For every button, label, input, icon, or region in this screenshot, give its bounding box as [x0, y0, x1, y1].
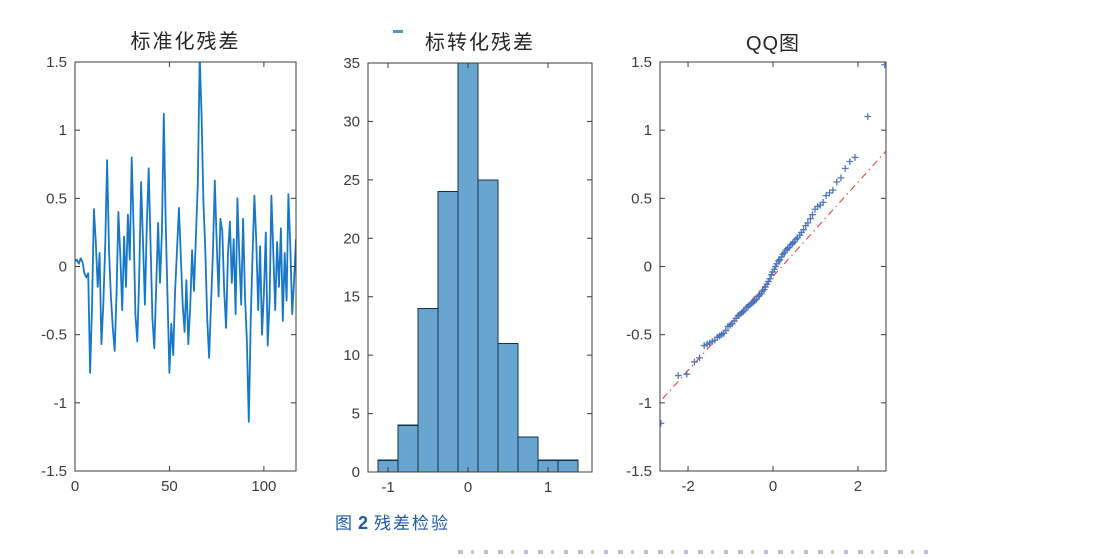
qq-plus-marker [691, 358, 698, 366]
histogram-bar [477, 179, 499, 472]
y-tick-label: -0.5 [626, 327, 652, 344]
qq-plus-marker [800, 226, 807, 234]
y-tick-label: 0 [644, 259, 652, 276]
caption-prefix: 图 [335, 514, 354, 533]
qq-plus-marker [841, 164, 849, 172]
y-tick-label: 10 [343, 347, 360, 364]
qq-plus-marker [700, 342, 708, 349]
y-tick-label: -0.5 [41, 327, 67, 344]
qq-plus-marker [775, 257, 782, 265]
caption-number: 2 [358, 513, 371, 533]
plot2-title-histogram: 标转化残差 [425, 32, 535, 54]
x-tick-label: -1 [381, 479, 394, 496]
qq-plus-marker [833, 178, 841, 186]
qq-plus-marker [722, 327, 730, 334]
axes-standardized-residuals: 0 50 100 -1.5 -1 -0.5 0 0.5 1 1.5 [41, 54, 297, 495]
y-tick-label: 0.5 [46, 190, 67, 207]
qq-plus-marker [789, 239, 796, 247]
clipped-text-remnant [458, 550, 936, 554]
histogram-bar [557, 459, 579, 472]
y-tick-label: 0 [352, 464, 360, 481]
qq-plus-marker [819, 199, 827, 206]
histogram-bar [397, 424, 419, 472]
y-tick-label: 1 [59, 122, 67, 139]
x-tick-label: -2 [681, 478, 694, 495]
plot1-title-standardized-residuals: 标准化残差 [130, 31, 241, 53]
axes-box [74, 61, 297, 472]
y-tick-label: 20 [343, 230, 360, 247]
caption-text: 残差检验 [374, 514, 451, 533]
histogram-bar [437, 190, 459, 472]
histogram-bar [457, 63, 479, 472]
y-tick-label: 15 [343, 289, 360, 306]
histogram-bar [517, 436, 539, 472]
y-tick-label: 0.5 [631, 190, 652, 207]
axes-qq-plot: -2 0 2 -1.5 -1 -0.5 0 0.5 1 1.5 [626, 54, 887, 495]
axes-box [367, 62, 593, 473]
x-tick-label: 0 [464, 479, 472, 496]
x-tick-label: 100 [251, 478, 276, 495]
x-tick-label: 1 [544, 479, 552, 496]
residual-line-series [75, 62, 296, 423]
clipped-bar-overflow-dash [393, 30, 403, 33]
y-tick-label: 35 [343, 55, 360, 72]
x-tick-label: 2 [854, 478, 862, 495]
histogram-bar [497, 342, 519, 472]
y-tick-label: 5 [352, 406, 360, 423]
qq-plus-marker [864, 113, 872, 120]
qq-plus-marker [809, 211, 816, 219]
qq-plus-marker [674, 372, 682, 379]
qq-plus-marker [829, 186, 837, 194]
qq-plus-marker [660, 419, 665, 427]
y-tick-label: 1.5 [46, 54, 67, 71]
y-tick-label: 0 [59, 259, 67, 276]
qq-plus-marker [804, 219, 812, 227]
qq-plus-marker [806, 215, 814, 223]
x-tick-label: 0 [769, 478, 777, 495]
figure-caption: 图 2 残差检验 [335, 509, 450, 534]
y-tick-label: 1.5 [631, 54, 652, 71]
histogram-bar [417, 307, 439, 472]
y-tick-label: -1.5 [626, 463, 652, 480]
qq-plus-marker [766, 275, 774, 283]
x-tick-label: 50 [161, 478, 178, 495]
qq-plus-marker [851, 154, 859, 161]
y-tick-label: -1 [54, 395, 67, 412]
y-tick-label: 1 [644, 122, 652, 139]
y-tick-label: 30 [343, 113, 360, 130]
plot3-title-qq-plot: QQ图 [745, 33, 801, 55]
y-tick-label: -1.5 [41, 463, 67, 480]
y-tick-label: 25 [343, 172, 360, 189]
qq-plus-marker [683, 370, 691, 378]
qq-plus-marker [837, 174, 845, 182]
y-tick-label: -1 [639, 395, 652, 412]
qq-plus-marker [846, 158, 854, 165]
x-tick-label: 0 [71, 478, 79, 495]
qq-plus-marker [696, 354, 703, 362]
